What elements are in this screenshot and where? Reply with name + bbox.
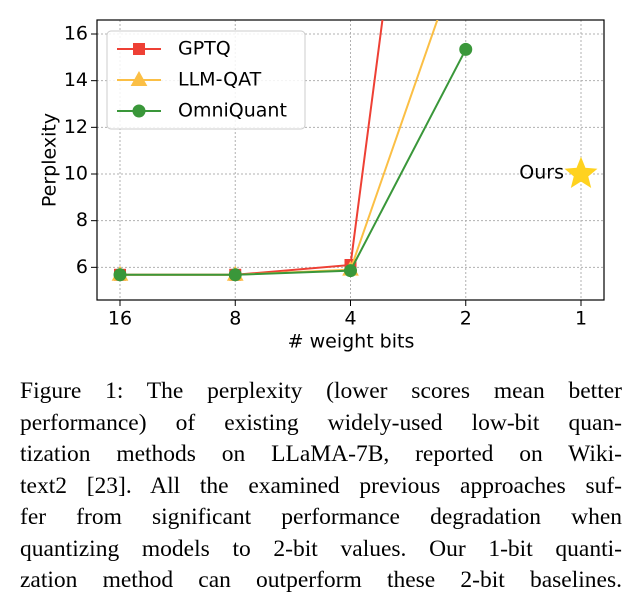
x-tick-label: 8 (229, 308, 241, 330)
plot-area (111, 20, 473, 282)
caption-line: tization methods on LLaMA-7B, reported o… (20, 441, 622, 467)
caption-line: fer from significant performance degrada… (20, 504, 622, 530)
x-tick-label: 4 (344, 308, 356, 330)
annotation-marker (564, 156, 598, 188)
x-tick-label: 1 (575, 308, 587, 330)
caption-line: Figure 1: The perplexity (lower scores m… (20, 378, 622, 404)
caption: Figure 1: The perplexity (lower scores m… (20, 376, 622, 597)
caption-line: zation method can outperform these 2-bit… (20, 567, 622, 593)
data-point (228, 268, 242, 282)
legend-label: GPTQ (178, 38, 231, 60)
y-tick-label: 10 (64, 163, 88, 185)
y-axis-label: Perplexity (39, 113, 61, 207)
y-tick-label: 8 (76, 209, 88, 231)
x-axis-label: # weight bits (288, 331, 415, 353)
y-tick-label: 14 (64, 69, 88, 91)
legend-label: OmniQuant (178, 100, 287, 122)
legend-box (106, 30, 306, 130)
y-tick-label: 6 (76, 256, 88, 278)
x-tick-label: 16 (108, 308, 132, 330)
x-tick-label: 2 (460, 308, 472, 330)
legend-label: LLM-QAT (178, 69, 262, 91)
data-point (459, 42, 473, 56)
series-line (120, 48, 467, 276)
caption-line: quantizing models to 2-bit values. Our 1… (20, 535, 622, 562)
caption-line: text2 [23]. All the examined previous ap… (20, 472, 622, 499)
legend-marker (133, 43, 145, 55)
data-point (113, 268, 127, 282)
legend: GPTQ LLM-QAT OmniQuant (106, 30, 306, 130)
chart: # weight bits Perplexity 6 8 10 12 14 16 16 8 4 2… (39, 19, 605, 353)
y-tick-label: 12 (64, 116, 88, 138)
legend-marker (130, 70, 148, 86)
annotation-label: Ours (519, 162, 564, 184)
caption-line: performance) of existing widely-used low… (20, 409, 622, 436)
y-tick-label: 16 (64, 23, 88, 45)
legend-marker (132, 104, 146, 118)
data-point (344, 264, 357, 278)
plot-frame (96, 19, 605, 301)
